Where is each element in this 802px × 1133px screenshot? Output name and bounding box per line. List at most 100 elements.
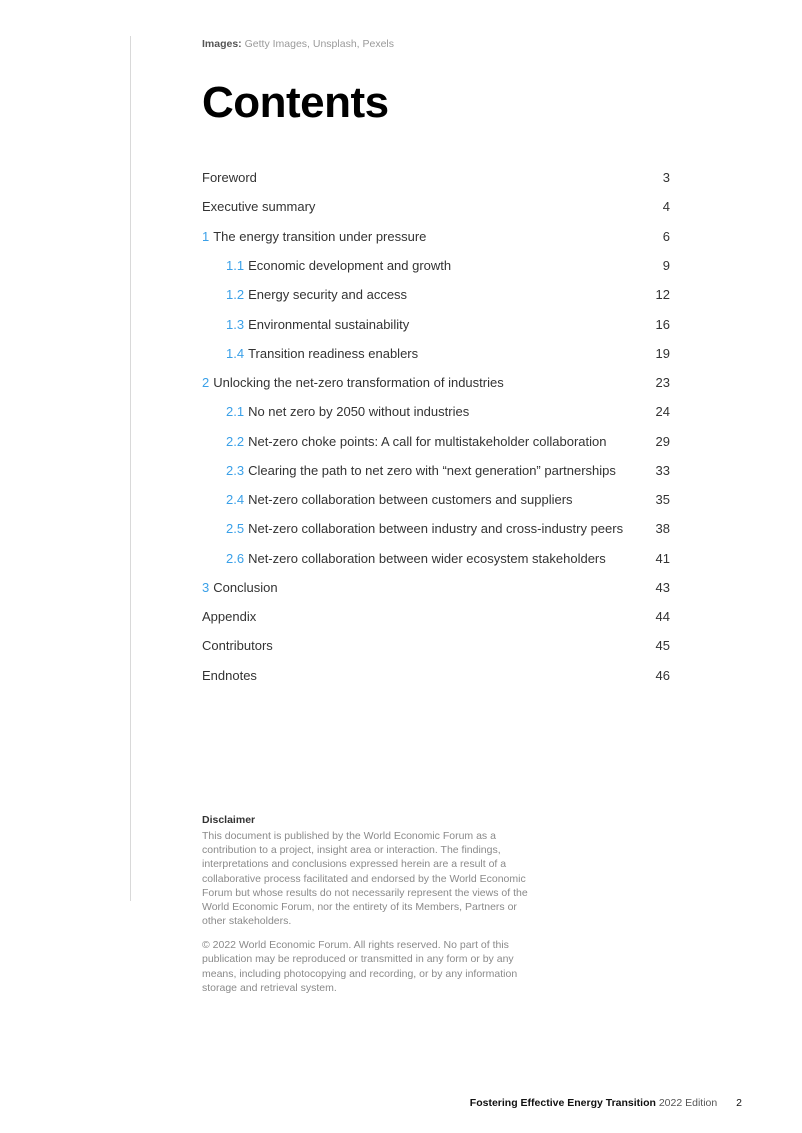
toc-row[interactable]: 2.4 Net-zero collaboration between custom… xyxy=(202,486,670,515)
toc-section-number: 2.4 xyxy=(226,492,244,507)
toc-page-number: 41 xyxy=(640,551,670,568)
toc-page-number: 44 xyxy=(640,609,670,626)
toc-section-title: Net-zero collaboration between customers… xyxy=(248,492,572,507)
toc-row[interactable]: 1.4 Transition readiness enablers 19 xyxy=(202,340,670,369)
footer-page-number: 2 xyxy=(736,1097,742,1109)
toc-page-number: 38 xyxy=(640,521,670,538)
image-credits: Images: Getty Images, Unsplash, Pexels xyxy=(190,36,670,50)
toc-page-number: 3 xyxy=(640,170,670,187)
toc-section-number: 2 xyxy=(202,375,209,390)
toc-label: 2.1 No net zero by 2050 without industrie… xyxy=(226,404,640,421)
toc-row[interactable]: Appendix 44 xyxy=(202,603,670,632)
toc-section-number: 2.2 xyxy=(226,434,244,449)
toc-section-number: 2.3 xyxy=(226,463,244,478)
toc-row[interactable]: Executive summary 4 xyxy=(202,193,670,222)
toc-section-title: Environmental sustainability xyxy=(248,317,409,332)
toc-row[interactable]: 2.2 Net-zero choke points: A call for mul… xyxy=(202,427,670,456)
toc-label: 1.4 Transition readiness enablers xyxy=(226,346,640,363)
toc-row[interactable]: 2 Unlocking the net-zero transformation o… xyxy=(202,369,670,398)
toc-section-number: 2.1 xyxy=(226,404,244,419)
toc-page-number: 33 xyxy=(640,463,670,480)
toc-row[interactable]: Foreword 3 xyxy=(202,164,670,193)
toc-label: 1.3 Environmental sustainability xyxy=(226,317,640,334)
toc-row[interactable]: 2.1 No net zero by 2050 without industrie… xyxy=(202,398,670,427)
toc-page-number: 19 xyxy=(640,346,670,363)
footer-title: Fostering Effective Energy Transition xyxy=(470,1097,656,1109)
toc-section-number: 1 xyxy=(202,229,209,244)
toc-label: 2.6 Net-zero collaboration between wider … xyxy=(226,551,640,568)
toc-row[interactable]: 3 Conclusion 43 xyxy=(202,574,670,603)
toc-label: 2.3 Clearing the path to net zero with “n… xyxy=(226,463,640,480)
toc-label: Contributors xyxy=(202,638,640,655)
toc-label: 1.1 Economic development and growth xyxy=(226,258,640,275)
toc-row[interactable]: 2.5 Net-zero collaboration between indust… xyxy=(202,515,670,544)
toc-section-title: Contributors xyxy=(202,638,273,653)
toc-page-number: 35 xyxy=(640,492,670,509)
footer-edition: 2022 Edition xyxy=(659,1097,717,1109)
content-column: Images: Getty Images, Unsplash, Pexels C… xyxy=(190,36,670,1109)
toc-section-number: 1.2 xyxy=(226,287,244,302)
toc-row[interactable]: 1.1 Economic development and growth 9 xyxy=(202,252,670,281)
toc-page-number: 12 xyxy=(640,287,670,304)
toc-label: 2 Unlocking the net-zero transformation o… xyxy=(202,375,640,392)
toc-section-title: Economic development and growth xyxy=(248,258,451,273)
toc-row[interactable]: 2.3 Clearing the path to net zero with “n… xyxy=(202,457,670,486)
toc-page-number: 6 xyxy=(640,229,670,246)
toc-row[interactable]: 1 The energy transition under pressure 6 xyxy=(202,223,670,252)
toc-row[interactable]: 2.6 Net-zero collaboration between wider … xyxy=(202,544,670,573)
toc-label: Endnotes xyxy=(202,668,640,685)
toc-page-number: 9 xyxy=(640,258,670,275)
toc-page-number: 16 xyxy=(640,317,670,334)
toc-label: 2.2 Net-zero choke points: A call for mul… xyxy=(226,434,640,451)
toc-section-title: Appendix xyxy=(202,609,256,624)
toc-section-number: 2.5 xyxy=(226,521,244,536)
toc-page-number: 4 xyxy=(640,199,670,216)
toc-row[interactable]: Contributors 45 xyxy=(202,632,670,661)
toc-label: 3 Conclusion xyxy=(202,580,640,597)
toc-label: 2.5 Net-zero collaboration between indust… xyxy=(226,521,640,538)
toc-section-number: 3 xyxy=(202,580,209,595)
toc-section-title: Net-zero collaboration between industry … xyxy=(248,521,623,536)
toc-row[interactable]: 1.2 Energy security and access 12 xyxy=(202,281,670,310)
toc-page-number: 46 xyxy=(640,668,670,685)
toc-section-title: Foreword xyxy=(202,170,257,185)
toc-label: Appendix xyxy=(202,609,640,626)
toc-page-number: 23 xyxy=(640,375,670,392)
disclaimer: Disclaimer This document is published by… xyxy=(202,813,532,1005)
toc-label: Executive summary xyxy=(202,199,640,216)
toc-section-number: 1.1 xyxy=(226,258,244,273)
toc-section-title: Unlocking the net-zero transformation of… xyxy=(213,375,503,390)
toc-section-title: Executive summary xyxy=(202,199,315,214)
toc-row[interactable]: 1.3 Environmental sustainability 16 xyxy=(202,310,670,339)
page: Images: Getty Images, Unsplash, Pexels C… xyxy=(0,0,802,1133)
toc-section-title: The energy transition under pressure xyxy=(213,229,426,244)
toc-section-number: 2.6 xyxy=(226,551,244,566)
disclaimer-copyright: © 2022 World Economic Forum. All rights … xyxy=(202,938,532,995)
toc-page-number: 24 xyxy=(640,404,670,421)
page-footer: Fostering Effective Energy Transition 20… xyxy=(470,1097,742,1109)
toc-section-title: Transition readiness enablers xyxy=(248,346,418,361)
toc-section-title: Net-zero choke points: A call for multis… xyxy=(248,434,606,449)
table-of-contents: Foreword3Executive summary41The energy t… xyxy=(190,164,670,691)
toc-page-number: 45 xyxy=(640,638,670,655)
disclaimer-heading: Disclaimer xyxy=(202,813,532,827)
toc-label: 1.2 Energy security and access xyxy=(226,287,640,304)
toc-section-title: Clearing the path to net zero with “next… xyxy=(248,463,616,478)
toc-section-title: No net zero by 2050 without industries xyxy=(248,404,469,419)
image-credits-label: Images: xyxy=(202,38,242,50)
toc-section-title: Endnotes xyxy=(202,668,257,683)
toc-section-title: Net-zero collaboration between wider eco… xyxy=(248,551,606,566)
toc-label: 2.4 Net-zero collaboration between custom… xyxy=(226,492,640,509)
toc-label: 1 The energy transition under pressure xyxy=(202,229,640,246)
toc-section-number: 1.3 xyxy=(226,317,244,332)
disclaimer-body: This document is published by the World … xyxy=(202,829,532,928)
toc-label: Foreword xyxy=(202,170,640,187)
toc-section-title: Energy security and access xyxy=(248,287,407,302)
toc-page-number: 43 xyxy=(640,580,670,597)
toc-section-number: 1.4 xyxy=(226,346,244,361)
toc-row[interactable]: Endnotes 46 xyxy=(202,662,670,691)
toc-section-title: Conclusion xyxy=(213,580,277,595)
page-title: Contents xyxy=(190,78,670,128)
vertical-rule xyxy=(130,36,131,901)
image-credits-value: Getty Images, Unsplash, Pexels xyxy=(245,38,394,50)
